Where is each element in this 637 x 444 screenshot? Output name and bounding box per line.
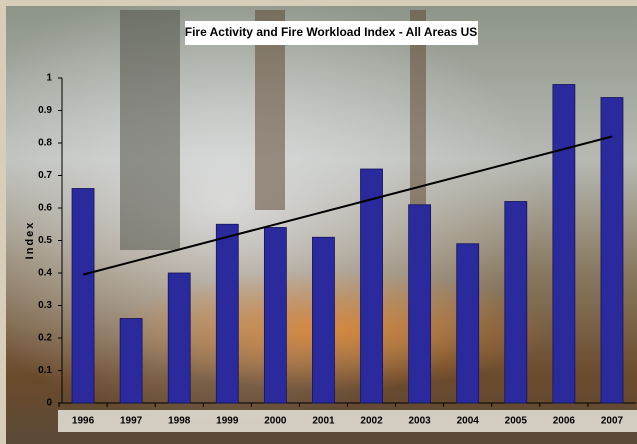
y-tick-label: 0.1: [38, 365, 52, 376]
bar: [263, 227, 287, 404]
chart-title: Fire Activity and Fire Workload Index - …: [185, 25, 478, 39]
y-tick-label: 0.8: [38, 138, 52, 149]
bar: [167, 272, 191, 404]
x-tick-label: 2001: [312, 416, 335, 427]
x-label-band: [58, 410, 637, 432]
bar: [600, 97, 624, 404]
x-tick-label: 2006: [553, 416, 576, 427]
y-tick-label: 0.9: [38, 105, 52, 116]
x-tick-label: 1998: [168, 416, 191, 427]
x-tick-label: 1997: [120, 416, 143, 427]
y-axis-label: Index: [24, 221, 36, 260]
x-tick-label: 2003: [409, 416, 432, 427]
x-tick-label: 2002: [360, 416, 383, 427]
x-tick-label: 2005: [505, 416, 528, 427]
y-tick-label: 0.5: [38, 235, 52, 246]
y-tick-label: 0.6: [38, 203, 52, 214]
bar: [408, 204, 432, 404]
x-tick-label: 1996: [72, 416, 95, 427]
y-tick-label: 0.7: [38, 170, 52, 181]
bar: [504, 201, 528, 404]
bar: [215, 223, 239, 404]
x-tick-label: 2007: [601, 416, 624, 427]
bar: [360, 168, 383, 404]
bar: [312, 236, 335, 404]
trend-line: [82, 135, 613, 276]
x-tick-label: 2000: [264, 416, 287, 427]
tree-trunk: [120, 10, 180, 250]
bar: [456, 243, 480, 404]
bar: [71, 188, 95, 404]
y-tick-label: 0.4: [38, 268, 52, 279]
x-tick-label: 1999: [216, 416, 239, 427]
bar: [119, 318, 143, 404]
y-tick-label: 0.3: [38, 300, 52, 311]
tree-trunk: [410, 10, 426, 230]
y-tick-label: 0: [46, 398, 52, 409]
x-tick-label: 2004: [457, 416, 480, 427]
title-box: [185, 21, 478, 45]
y-tick-label: 1: [46, 73, 52, 84]
y-tick-label: 0.2: [38, 333, 52, 344]
bar: [552, 84, 576, 404]
